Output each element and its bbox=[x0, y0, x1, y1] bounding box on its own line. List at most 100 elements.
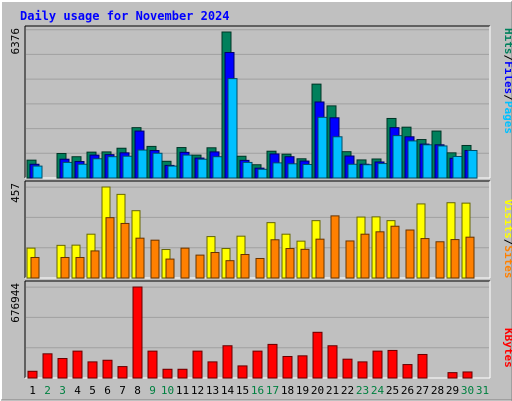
bar-traffic-pages-day-25 bbox=[393, 136, 402, 178]
legend-entry: Visits bbox=[502, 199, 512, 239]
bar-visits-sites-day-14 bbox=[226, 261, 234, 278]
panel-traffic-legend: Hits/Files/Pages bbox=[502, 28, 512, 134]
bar-kbytes-kbytes-day-10 bbox=[163, 369, 172, 378]
bar-traffic-pages-day-14 bbox=[228, 79, 237, 178]
x-tick-label-day-20: 20 bbox=[311, 384, 324, 397]
panel-visits-ymax-label: 457 bbox=[9, 183, 22, 203]
bar-traffic-pages-day-4 bbox=[78, 164, 87, 178]
x-tick-label-day-15: 15 bbox=[236, 384, 249, 397]
x-tick-label-day-29: 29 bbox=[446, 384, 459, 397]
bar-traffic-pages-day-21 bbox=[333, 137, 342, 178]
x-tick-label-day-28: 28 bbox=[431, 384, 444, 397]
bar-visits-sites-day-3 bbox=[61, 257, 69, 278]
bar-visits-sites-day-22 bbox=[346, 241, 354, 278]
panel-kbytes: 676944 KBytes bbox=[9, 281, 512, 378]
bar-kbytes-kbytes-day-17 bbox=[268, 344, 277, 378]
x-tick-label-day-9: 9 bbox=[149, 384, 156, 397]
bar-visits-sites-day-13 bbox=[211, 253, 219, 278]
bar-visits-sites-day-27 bbox=[421, 239, 429, 278]
bar-traffic-pages-day-28 bbox=[438, 146, 447, 178]
x-tick-label-day-21: 21 bbox=[326, 384, 339, 397]
x-tick-label-day-1: 1 bbox=[29, 384, 36, 397]
panel-kbytes-ymax-label: 676944 bbox=[9, 283, 22, 323]
bar-kbytes-kbytes-day-8 bbox=[133, 287, 142, 378]
bar-visits-sites-day-1 bbox=[31, 257, 39, 278]
bar-visits-sites-day-29 bbox=[451, 240, 459, 278]
bar-kbytes-kbytes-day-26 bbox=[403, 365, 412, 378]
bar-kbytes-kbytes-day-12 bbox=[193, 351, 202, 378]
bar-kbytes-kbytes-day-23 bbox=[358, 362, 367, 378]
bar-kbytes-kbytes-day-18 bbox=[283, 356, 292, 378]
x-tick-label-day-17: 17 bbox=[266, 384, 279, 397]
bar-visits-sites-day-24 bbox=[376, 232, 384, 278]
bar-traffic-pages-day-7 bbox=[123, 156, 132, 178]
x-tick-label-day-8: 8 bbox=[134, 384, 141, 397]
bar-visits-sites-day-21 bbox=[331, 216, 339, 278]
x-tick-label-day-2: 2 bbox=[44, 384, 51, 397]
bar-traffic-pages-day-30 bbox=[468, 151, 477, 178]
bar-traffic-pages-day-13 bbox=[213, 157, 222, 178]
bar-visits-sites-day-10 bbox=[166, 259, 174, 278]
bar-visits-sites-day-28 bbox=[436, 242, 444, 278]
bar-kbytes-kbytes-day-13 bbox=[208, 362, 217, 378]
bar-kbytes-kbytes-day-4 bbox=[73, 351, 82, 378]
x-tick-label-day-13: 13 bbox=[206, 384, 219, 397]
bar-visits-sites-day-7 bbox=[121, 223, 129, 278]
x-tick-label-day-30: 30 bbox=[461, 384, 474, 397]
bar-visits-sites-day-5 bbox=[91, 251, 99, 278]
bar-visits-sites-day-15 bbox=[241, 255, 249, 278]
bar-kbytes-kbytes-day-20 bbox=[313, 332, 322, 378]
x-tick-label-day-27: 27 bbox=[416, 384, 429, 397]
x-tick-label-day-25: 25 bbox=[386, 384, 399, 397]
bar-visits-sites-day-17 bbox=[271, 240, 279, 278]
x-tick-label-day-19: 19 bbox=[296, 384, 309, 397]
x-tick-label-day-5: 5 bbox=[89, 384, 96, 397]
x-tick-label-day-4: 4 bbox=[74, 384, 81, 397]
bar-traffic-pages-day-11 bbox=[183, 155, 192, 178]
bar-kbytes-kbytes-day-5 bbox=[88, 362, 97, 378]
bar-visits-sites-day-11 bbox=[181, 248, 189, 278]
x-tick-label-day-12: 12 bbox=[191, 384, 204, 397]
legend-entry: Pages bbox=[502, 101, 512, 134]
legend-entry: Sites bbox=[502, 245, 512, 278]
bar-traffic-pages-day-12 bbox=[198, 159, 207, 178]
x-tick-label-day-26: 26 bbox=[401, 384, 414, 397]
bar-kbytes-kbytes-day-7 bbox=[118, 367, 127, 378]
bar-traffic-pages-day-26 bbox=[408, 141, 417, 178]
bar-traffic-pages-day-17 bbox=[273, 163, 282, 178]
legend-entry: Hits bbox=[502, 28, 512, 55]
bar-traffic-pages-day-16 bbox=[258, 169, 267, 178]
bar-visits-sites-day-23 bbox=[361, 234, 369, 278]
bar-kbytes-kbytes-day-21 bbox=[328, 346, 337, 378]
bar-kbytes-kbytes-day-2 bbox=[43, 354, 52, 378]
bar-kbytes-kbytes-day-11 bbox=[178, 369, 187, 378]
legend-entry: KBytes bbox=[502, 328, 512, 368]
bar-visits-sites-day-4 bbox=[76, 257, 84, 278]
x-tick-label-day-6: 6 bbox=[104, 384, 111, 397]
bar-visits-sites-day-26 bbox=[406, 230, 414, 278]
bar-visits-sites-day-18 bbox=[286, 249, 294, 278]
bar-kbytes-kbytes-day-29 bbox=[448, 373, 457, 378]
x-tick-label-day-31: 31 bbox=[476, 384, 489, 397]
bar-kbytes-kbytes-day-6 bbox=[103, 360, 112, 378]
bar-kbytes-kbytes-day-3 bbox=[58, 359, 67, 378]
bar-visits-sites-day-6 bbox=[106, 218, 114, 278]
x-tick-label-day-7: 7 bbox=[119, 384, 126, 397]
bar-traffic-pages-day-24 bbox=[378, 164, 387, 178]
bar-visits-sites-day-20 bbox=[316, 239, 324, 278]
bar-traffic-pages-day-6 bbox=[108, 157, 117, 178]
chart-title: Daily usage for November 2024 bbox=[20, 9, 230, 23]
x-tick-label-day-18: 18 bbox=[281, 384, 294, 397]
legend-entry: Files bbox=[502, 61, 512, 94]
bar-traffic-pages-day-29 bbox=[453, 156, 462, 178]
bar-visits-sites-day-19 bbox=[301, 249, 309, 278]
bar-traffic-pages-day-5 bbox=[93, 159, 102, 178]
bar-traffic-pages-day-1 bbox=[33, 166, 42, 178]
bar-traffic-pages-day-10 bbox=[168, 166, 177, 178]
bar-traffic-pages-day-8 bbox=[138, 150, 147, 178]
bar-kbytes-kbytes-day-27 bbox=[418, 354, 427, 378]
bar-traffic-pages-day-22 bbox=[348, 164, 357, 178]
x-tick-label-day-3: 3 bbox=[59, 384, 66, 397]
